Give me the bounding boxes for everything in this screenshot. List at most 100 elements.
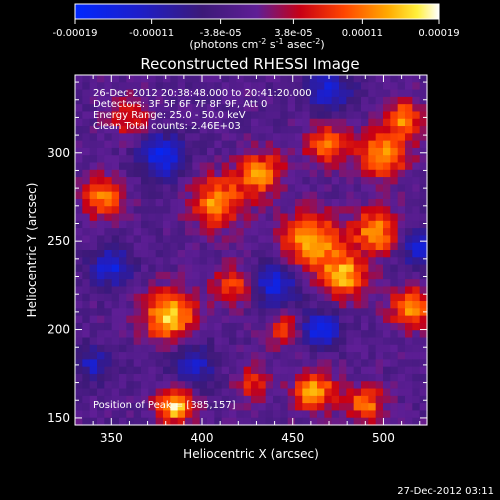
heatmap-cell [214, 155, 223, 164]
heatmap-cell [309, 257, 318, 266]
heatmap-cell [163, 111, 171, 120]
heatmap-cell [185, 220, 193, 229]
heatmap-cell [339, 89, 347, 98]
heatmap-cell [177, 381, 186, 390]
heatmap-cell [170, 301, 179, 309]
heatmap-cell [309, 191, 318, 200]
heatmap-cell [89, 162, 98, 171]
heatmap-cell [383, 162, 391, 171]
heatmap-cell [331, 228, 340, 237]
heatmap-cell [309, 250, 318, 258]
heatmap-cell [383, 82, 391, 91]
heatmap-cell [141, 388, 149, 397]
heatmap-cell [111, 177, 120, 185]
heatmap-cell [75, 417, 83, 426]
heatmap-cell [287, 322, 296, 331]
heatmap-cell [375, 220, 384, 229]
heatmap-cell [405, 147, 413, 156]
heatmap-cell [221, 330, 230, 339]
heatmap-cell [163, 344, 171, 353]
heatmap-cell [82, 75, 91, 83]
heatmap-cell [236, 403, 245, 412]
heatmap-cell [280, 206, 289, 215]
heatmap-cell [331, 191, 340, 200]
heatmap-cell [324, 352, 333, 360]
heatmap-cell [368, 162, 377, 171]
heatmap-cell [419, 198, 428, 207]
heatmap-cell [324, 301, 333, 309]
heatmap-cell [236, 82, 245, 91]
heatmap-cell [229, 359, 237, 368]
heatmap-cell [331, 264, 340, 273]
heatmap-cell [324, 388, 333, 397]
heatmap-cell [229, 82, 237, 91]
heatmap-cell [104, 104, 113, 113]
heatmap-cell [251, 140, 259, 149]
heatmap-cell [214, 293, 223, 302]
heatmap-cell [221, 111, 230, 120]
heatmap-cell [280, 213, 289, 222]
heatmap-cell [302, 155, 311, 164]
heatmap-cell [390, 271, 399, 280]
heatmap-cell [111, 410, 120, 419]
heatmap-cell [309, 322, 318, 331]
heatmap-cell [353, 213, 362, 222]
heatmap-cell [258, 366, 267, 375]
heatmap-cell [419, 177, 428, 185]
heatmap-cell [192, 322, 201, 331]
heatmap-cell [258, 177, 267, 185]
heatmap-cell [346, 264, 355, 273]
heatmap-cell [141, 264, 149, 273]
heatmap-cell [361, 293, 369, 302]
heatmap-cell [97, 279, 105, 288]
heatmap-cell [236, 264, 245, 273]
heatmap-cell [317, 242, 325, 251]
heatmap-cell [295, 235, 303, 244]
heatmap-cell [126, 373, 135, 382]
heatmap-cell [353, 140, 362, 149]
heatmap-cell [155, 410, 164, 419]
heatmap-cell [229, 250, 237, 258]
heatmap-cell [199, 155, 208, 164]
heatmap-cell [302, 410, 311, 419]
heatmap-cell [280, 140, 289, 149]
heatmap-cell [339, 286, 347, 295]
heatmap-cell [104, 155, 113, 164]
heatmap-cell [243, 395, 252, 404]
heatmap-cell [199, 228, 208, 237]
heatmap-cell [119, 177, 127, 185]
heatmap-cell [405, 162, 413, 171]
heatmap-cell [273, 89, 281, 98]
heatmap-cell [375, 366, 384, 375]
heatmap-cell [214, 89, 223, 98]
heatmap-cell [133, 89, 142, 98]
heatmap-cell [185, 315, 193, 324]
heatmap-cell [155, 89, 164, 98]
heatmap-cell [309, 417, 318, 426]
heatmap-cell [82, 301, 91, 309]
heatmap-cell [251, 75, 259, 83]
heatmap-cell [185, 279, 193, 288]
heatmap-cell [82, 337, 91, 346]
heatmap-cell [141, 417, 149, 426]
heatmap-cell [155, 220, 164, 229]
heatmap-cell [236, 315, 245, 324]
heatmap-cell [419, 330, 428, 339]
heatmap-cell [361, 344, 369, 353]
heatmap-cell [207, 96, 215, 105]
heatmap-cell [405, 133, 413, 142]
heatmap-cell [361, 82, 369, 91]
heatmap-cell [324, 126, 333, 134]
heatmap-cell [368, 206, 377, 215]
heatmap-cell [375, 315, 384, 324]
heatmap-cell [309, 220, 318, 229]
heatmap-cell [390, 198, 399, 207]
units-part-2: s [266, 38, 275, 51]
heatmap-cell [331, 198, 340, 207]
heatmap-cell [368, 271, 377, 280]
heatmap-cell [324, 162, 333, 171]
heatmap-cell [317, 352, 325, 360]
heatmap-cell [295, 206, 303, 215]
heatmap-cell [412, 206, 421, 215]
heatmap-cell [177, 315, 186, 324]
